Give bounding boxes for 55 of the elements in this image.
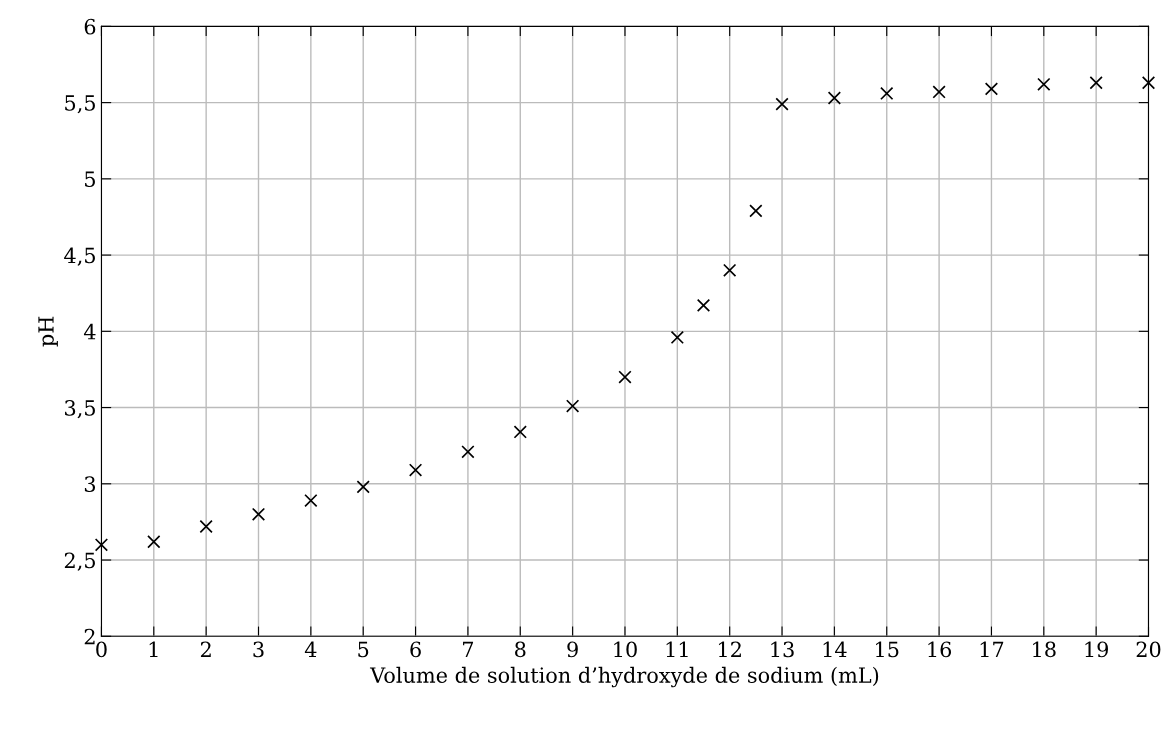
point xyxy=(932,85,946,99)
x-tick-label: 17 xyxy=(980,641,1004,657)
x-tick-label: 7 xyxy=(463,641,474,657)
point xyxy=(775,97,789,111)
y-axis-title: pH xyxy=(38,316,58,347)
x-tick-label: 6 xyxy=(410,641,421,658)
point xyxy=(984,82,999,96)
point xyxy=(696,298,711,313)
point xyxy=(147,535,161,549)
x-tick-label: 15 xyxy=(876,641,899,658)
x-tick-label: 20 xyxy=(1136,641,1161,658)
point xyxy=(670,330,684,345)
y-tick-label: 5 xyxy=(85,171,95,188)
x-axis-title: Volume de solution d’hydroxyde de sodium (mL) xyxy=(369,666,879,688)
point xyxy=(827,91,842,105)
x-tick-label: 11 xyxy=(666,641,688,657)
x-tick-label: 13 xyxy=(771,641,794,658)
x-tick-label: 18 xyxy=(1033,641,1056,658)
point xyxy=(1037,77,1051,91)
point xyxy=(565,399,580,413)
point xyxy=(408,463,423,477)
point xyxy=(1141,76,1156,90)
point xyxy=(880,86,894,101)
x-tick-label: 19 xyxy=(1085,641,1109,658)
x-tick-label: 1 xyxy=(149,641,158,657)
x-tick-label: 3 xyxy=(253,641,264,658)
y-tick-label: 2,5 xyxy=(64,552,95,571)
x-tick-label: 12 xyxy=(718,641,741,657)
y-tick-label: 4 xyxy=(83,323,96,340)
x-tick-label: 4 xyxy=(304,641,317,657)
x-tick-label: 16 xyxy=(928,641,952,658)
y-tick-label: 4,5 xyxy=(64,247,95,266)
point xyxy=(199,519,213,534)
point xyxy=(749,204,763,218)
point xyxy=(618,370,632,384)
x-tick-label: 2 xyxy=(200,641,211,657)
point xyxy=(304,493,318,508)
point xyxy=(513,425,527,439)
point xyxy=(461,445,475,459)
y-tick-label: 5,5 xyxy=(65,95,95,114)
point xyxy=(723,263,737,277)
x-tick-label: 0 xyxy=(96,641,107,658)
x-tick-label: 10 xyxy=(614,641,637,658)
x-tick-label: 14 xyxy=(823,641,847,657)
x-tick-label: 9 xyxy=(567,641,578,658)
y-tick-label: 3,5 xyxy=(65,400,95,419)
x-tick-label: 8 xyxy=(515,641,526,658)
point xyxy=(94,538,109,552)
y-tick-label: 2 xyxy=(84,628,95,645)
point xyxy=(1089,76,1103,90)
y-tick-label: 3 xyxy=(84,476,96,493)
x-tick-label: 5 xyxy=(358,641,369,658)
point xyxy=(356,480,370,494)
y-tick-label: 6 xyxy=(84,18,96,35)
point xyxy=(251,507,266,521)
